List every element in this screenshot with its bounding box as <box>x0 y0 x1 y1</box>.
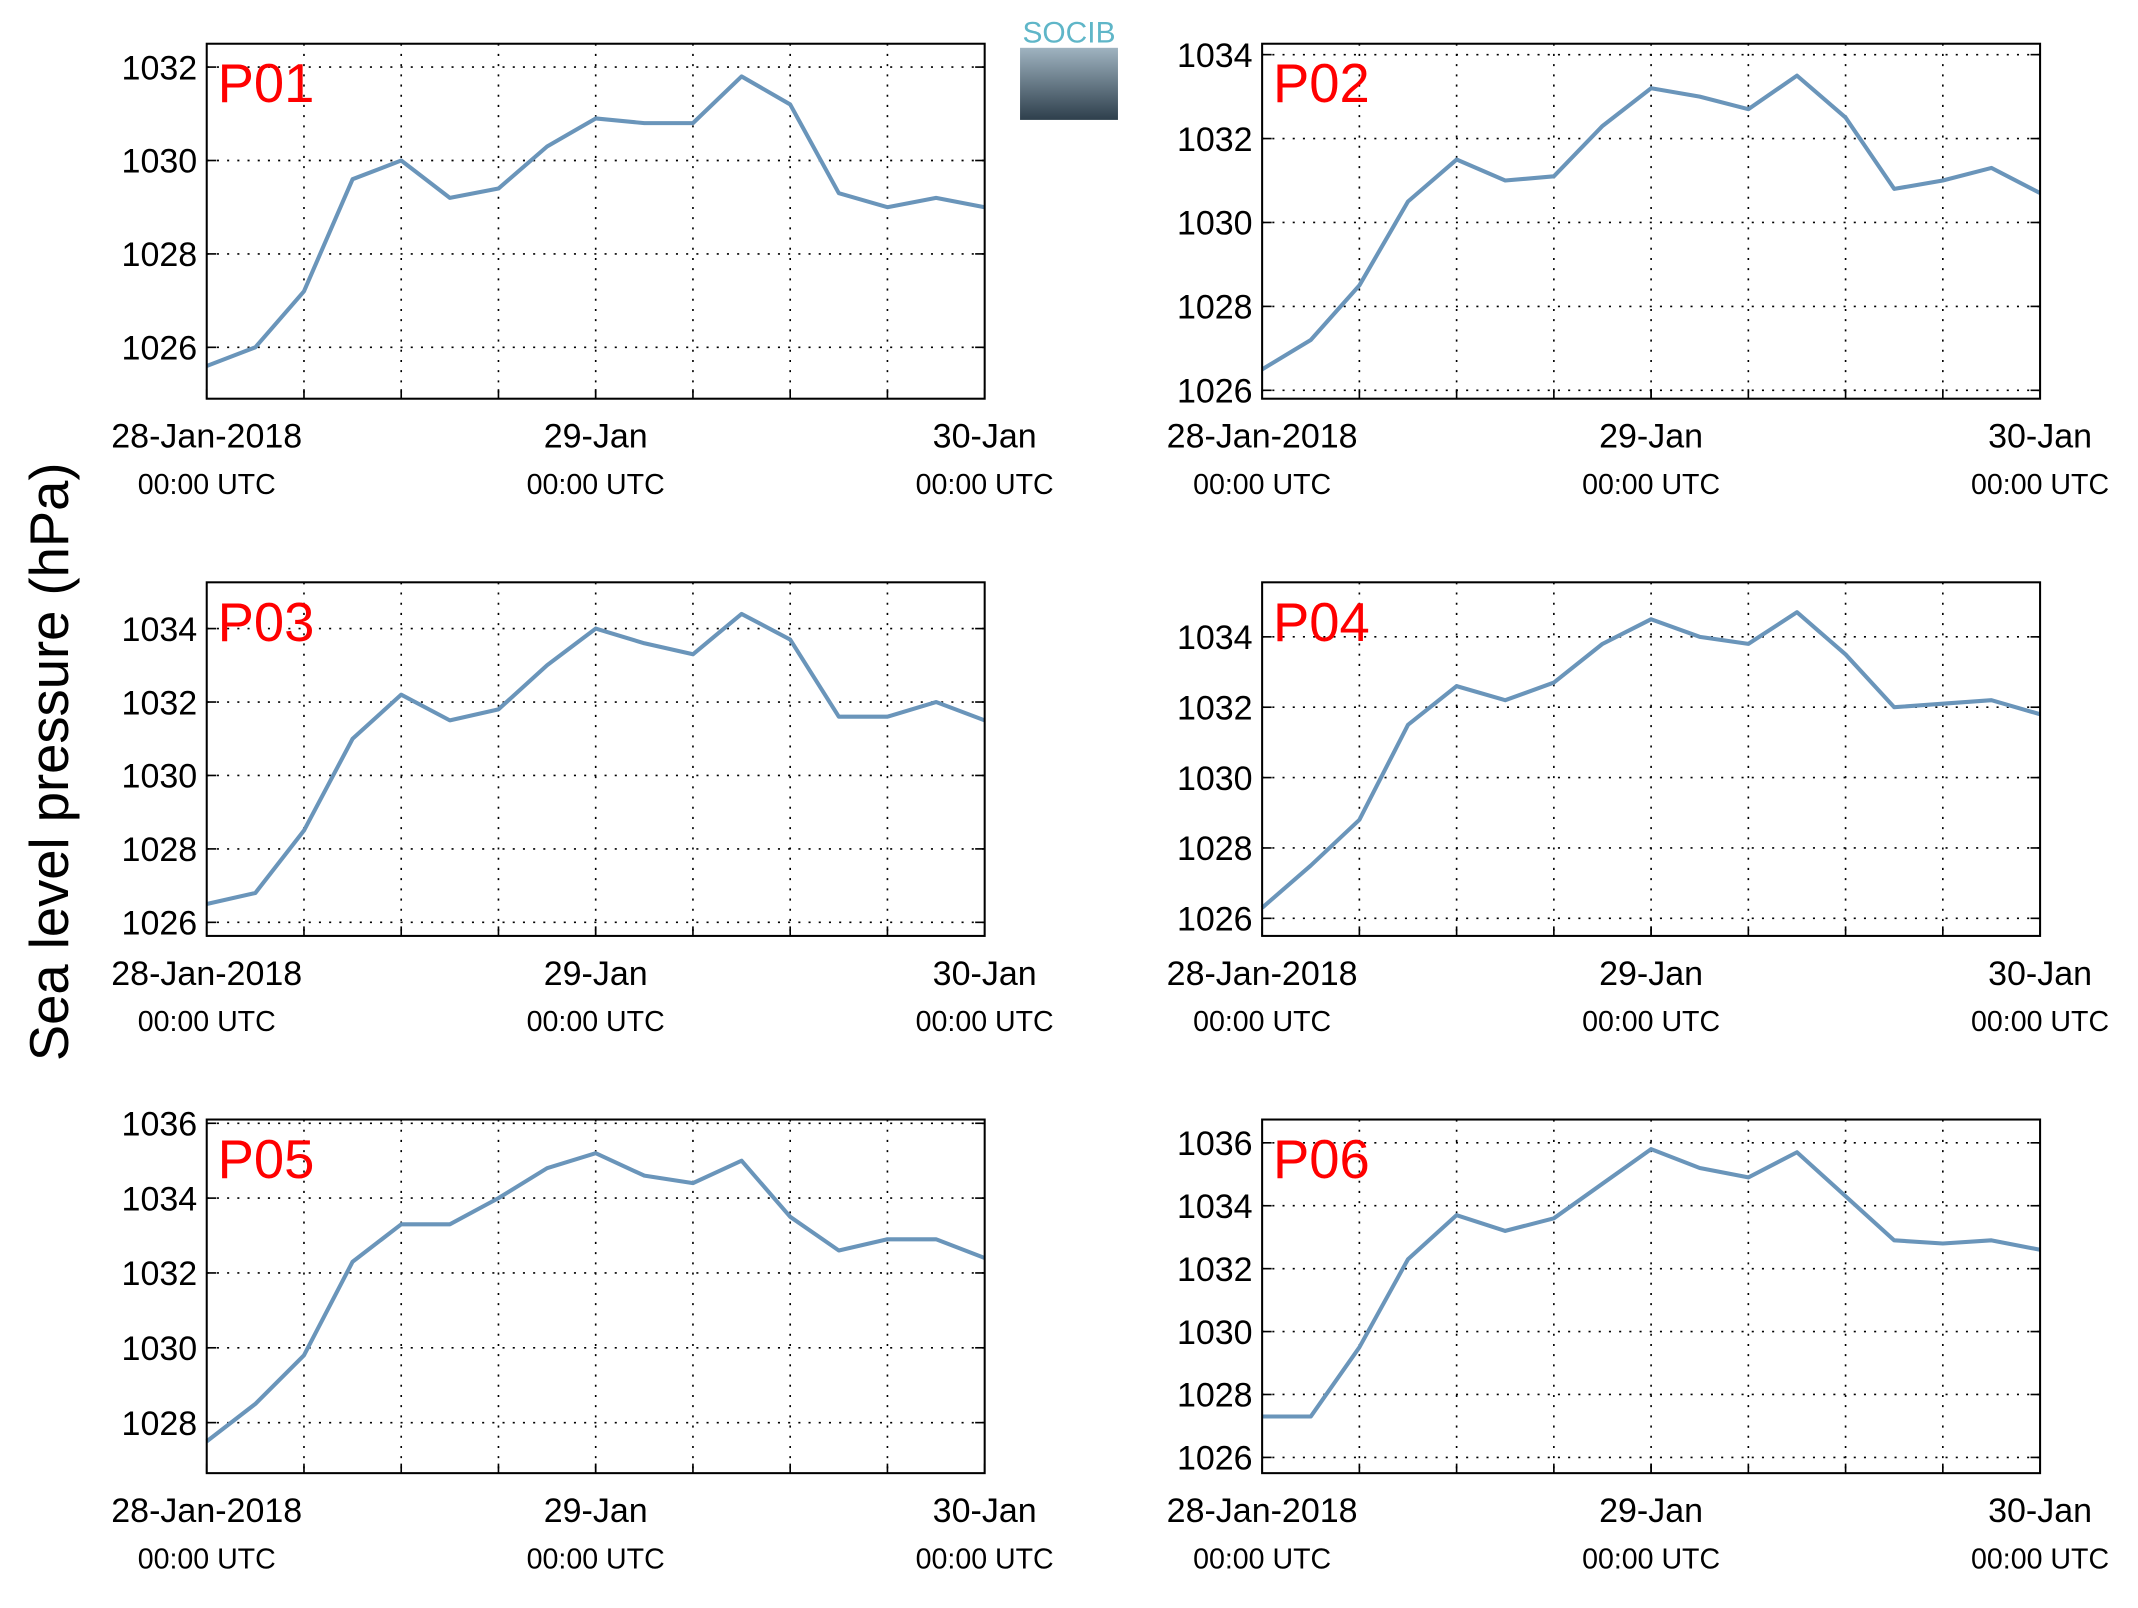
x-tick-label: 30-Jan <box>1988 1492 2092 1530</box>
x-tick-label: 28-Jan-2018 <box>111 418 302 456</box>
line-series <box>1260 610 2041 910</box>
subplot: 1028 1030 1032 1034 1036 28-Jan-2018 00:00 UTC… <box>111 1106 1053 1576</box>
y-tick-label: 1026 <box>1177 373 1253 411</box>
logo: SOCIB <box>1020 16 1118 120</box>
x-tick-label: 00:00 UTC <box>527 1006 665 1038</box>
y-tick-label: 1032 <box>1177 121 1253 159</box>
y-tick-label: 1034 <box>122 611 198 649</box>
line-series <box>205 1151 986 1443</box>
y-tick-label: 1028 <box>1177 1377 1253 1415</box>
x-tick-label: 30-Jan <box>933 418 1037 456</box>
y-tick-label: 1030 <box>1177 205 1253 243</box>
axes-frame <box>1261 581 2042 937</box>
subplot: 1026 1028 1030 1032 1034 28-Jan-2018 00:00 UTC… <box>1167 37 2109 501</box>
x-tick-label: 00:00 UTC <box>1193 1543 1331 1575</box>
y-tick-label: 1032 <box>1177 689 1253 727</box>
y-tick-label: 1032 <box>122 49 198 87</box>
x-tick-label: 00:00 UTC <box>1193 1006 1331 1038</box>
subplot: 1026 1028 1030 1032 1034 28-Jan-2018 00:00 UTC… <box>1167 581 2109 1038</box>
subplot: 1026 1028 1030 1032 1034 28-Jan-2018 00:00 UTC… <box>111 581 1054 1038</box>
x-tick-label: 30-Jan <box>1988 955 2092 993</box>
x-tick-label: 00:00 UTC <box>138 1543 276 1575</box>
x-tick-label: 28-Jan-2018 <box>1167 1492 1358 1530</box>
y-tick-label: 1026 <box>122 330 198 368</box>
x-tick-label: 00:00 UTC <box>527 469 665 501</box>
axes-frame <box>205 581 986 937</box>
line-series <box>1261 73 2042 372</box>
y-tick-label: 1028 <box>122 236 198 274</box>
axes-frame <box>205 42 986 400</box>
x-tick-label: 00:00 UTC <box>916 1006 1054 1038</box>
y-tick-label: 1026 <box>1177 1440 1253 1478</box>
panel-title: P01 <box>218 53 315 114</box>
x-tick-label: 00:00 UTC <box>1582 1543 1720 1575</box>
y-tick-label: 1030 <box>1177 760 1253 798</box>
panel-title: P05 <box>218 1129 315 1190</box>
y-tick-label: 1030 <box>122 143 198 181</box>
x-tick-label: 30-Jan <box>1988 418 2092 456</box>
panel-title: P03 <box>218 592 315 653</box>
subplot: 1026 1028 1030 1032 1034 1036 28-Jan-2018 00:00… <box>1167 1118 2109 1575</box>
subplot: 1026 1028 1030 1032 28-Jan-2018 00:00 UTC 29-J… <box>111 42 1054 501</box>
panel-title: P04 <box>1273 592 1370 653</box>
x-tick-label: 00:00 UTC <box>527 1543 665 1575</box>
x-tick-label: 28-Jan-2018 <box>111 955 302 993</box>
x-tick-label: 28-Jan-2018 <box>1167 955 1358 993</box>
axes-frame <box>1261 1118 2042 1475</box>
y-tick-label: 1028 <box>1177 289 1253 327</box>
x-tick-label: 29-Jan <box>544 955 648 993</box>
y-tick-label: 1032 <box>1177 1251 1253 1289</box>
line-series <box>205 74 986 368</box>
x-tick-label: 00:00 UTC <box>1971 1006 2109 1038</box>
x-tick-label: 00:00 UTC <box>1971 469 2109 501</box>
x-tick-label: 29-Jan <box>544 1492 648 1530</box>
logo-text: SOCIB <box>1022 16 1115 49</box>
y-tick-label: 1034 <box>122 1180 198 1218</box>
y-tick-label: 1032 <box>122 684 198 722</box>
x-tick-label: 30-Jan <box>933 1492 1037 1530</box>
x-tick-label: 00:00 UTC <box>916 1543 1054 1575</box>
y-tick-label: 1034 <box>1177 1188 1253 1226</box>
x-tick-label: 28-Jan-2018 <box>111 1492 302 1530</box>
x-tick-label: 00:00 UTC <box>1582 469 1720 501</box>
y-tick-label: 1032 <box>122 1255 198 1293</box>
y-axis-label: Sea level pressure (hPa) <box>19 463 80 1062</box>
y-tick-label: 1028 <box>122 1405 198 1443</box>
x-tick-label: 29-Jan <box>544 418 648 456</box>
y-tick-label: 1026 <box>122 905 198 943</box>
y-tick-label: 1036 <box>122 1106 198 1144</box>
axes-frame <box>1261 42 2042 400</box>
x-tick-label: 30-Jan <box>933 955 1037 993</box>
axes-frame <box>205 1118 986 1475</box>
y-tick-label: 1034 <box>1177 37 1253 75</box>
y-tick-label: 1028 <box>1177 830 1253 868</box>
y-tick-label: 1036 <box>1177 1125 1253 1163</box>
x-tick-label: 00:00 UTC <box>1582 1006 1720 1038</box>
x-tick-label: 00:00 UTC <box>138 1006 276 1038</box>
line-series <box>206 611 986 906</box>
line-series <box>1262 1147 2041 1419</box>
x-tick-label: 00:00 UTC <box>1971 1543 2109 1575</box>
y-tick-label: 1026 <box>1177 901 1253 939</box>
y-tick-label: 1028 <box>122 831 198 869</box>
y-tick-label: 1030 <box>122 758 198 796</box>
panel-title: P02 <box>1273 53 1370 114</box>
y-tick-label: 1034 <box>1177 619 1253 657</box>
y-tick-label: 1030 <box>1177 1314 1253 1352</box>
x-tick-label: 29-Jan <box>1599 955 1703 993</box>
x-tick-label: 29-Jan <box>1599 1492 1703 1530</box>
x-tick-label: 00:00 UTC <box>916 469 1054 501</box>
x-tick-label: 00:00 UTC <box>138 469 276 501</box>
logo-box <box>1020 47 1118 120</box>
y-tick-label: 1030 <box>122 1330 198 1368</box>
x-tick-label: 00:00 UTC <box>1193 469 1331 501</box>
panel-title: P06 <box>1273 1129 1370 1190</box>
x-tick-label: 28-Jan-2018 <box>1167 418 1358 456</box>
x-tick-label: 29-Jan <box>1599 418 1703 456</box>
